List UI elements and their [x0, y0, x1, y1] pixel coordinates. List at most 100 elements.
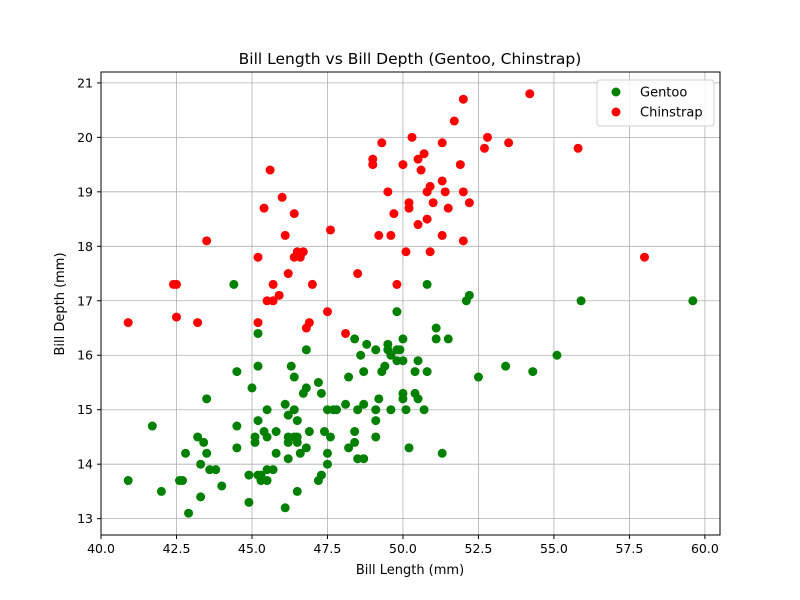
gentoo-point: [181, 448, 191, 458]
gentoo-point: [576, 296, 586, 306]
series-chinstrap: [123, 89, 650, 338]
chinstrap-point: [413, 220, 423, 230]
chinstrap-point: [422, 214, 432, 224]
chinstrap-point: [428, 198, 438, 208]
chinstrap-point: [440, 187, 450, 197]
x-tick-label: 45.0: [238, 541, 266, 556]
gentoo-point: [404, 443, 414, 453]
chinstrap-point: [437, 176, 447, 186]
chinstrap-point: [280, 230, 290, 240]
gentoo-point: [688, 296, 698, 306]
x-axis-label: Bill Length (mm): [356, 563, 464, 578]
gentoo-point: [271, 448, 281, 458]
chinstrap-point: [377, 138, 387, 148]
chinstrap-point: [171, 279, 181, 289]
chinstrap-point: [401, 247, 411, 257]
gentoo-point: [283, 410, 293, 420]
gentoo-point: [322, 459, 332, 469]
gentoo-point: [371, 432, 381, 442]
y-tick-label: 13: [77, 511, 93, 526]
gentoo-point: [392, 307, 402, 317]
gentoo-point: [431, 323, 441, 333]
chinstrap-point: [443, 203, 453, 213]
gentoo-point: [229, 279, 239, 289]
chinstrap-point: [265, 165, 275, 175]
x-axis-ticks: 40.0 42.5 45.0 47.5 50.0 52.5 55.0 57.5 60.0: [87, 535, 719, 556]
chinstrap-point: [437, 230, 447, 240]
gentoo-point: [271, 427, 281, 437]
gentoo-point: [178, 476, 188, 486]
gentoo-point: [211, 465, 221, 475]
y-tick-label: 14: [77, 457, 93, 472]
gentoo-point: [464, 290, 474, 300]
y-axis-ticks: 13 14 15 16 17 18 19 20 21: [77, 75, 101, 526]
gentoo-point: [341, 399, 351, 409]
gentoo-point: [371, 345, 381, 355]
gentoo-point: [422, 367, 432, 377]
x-tick-label: 47.5: [314, 541, 342, 556]
y-axis-label: Bill Depth (mm): [53, 252, 68, 355]
gentoo-point: [528, 367, 538, 377]
gentoo-point: [413, 394, 423, 404]
chinstrap-point: [283, 269, 293, 279]
chinstrap-point: [253, 252, 263, 262]
gentoo-point: [422, 279, 432, 289]
chinstrap-point: [368, 160, 378, 170]
chinstrap-point: [392, 279, 402, 289]
gentoo-point: [350, 427, 360, 437]
gentoo-point: [202, 394, 212, 404]
gentoo-point: [359, 367, 369, 377]
chinstrap-point: [458, 187, 468, 197]
chinstrap-point: [202, 236, 212, 246]
chinstrap-point: [298, 247, 308, 257]
chinstrap-point: [307, 279, 317, 289]
gentoo-point: [316, 470, 326, 480]
gentoo-point: [371, 405, 381, 415]
y-tick-label: 20: [77, 130, 93, 145]
chinstrap-point: [525, 89, 535, 99]
legend-label-chinstrap: Chinstrap: [640, 106, 703, 121]
chinstrap-point: [437, 138, 447, 148]
gentoo-point: [244, 497, 254, 507]
chinstrap-point: [464, 198, 474, 208]
chinstrap-point: [458, 236, 468, 246]
x-tick-label: 52.5: [465, 541, 493, 556]
gentoo-point: [350, 437, 360, 447]
chinstrap-point: [274, 290, 284, 300]
gentoo-point: [156, 486, 166, 496]
gentoo-point: [356, 350, 366, 360]
gentoo-point: [325, 432, 335, 442]
gentoo-point: [359, 399, 369, 409]
gentoo-point: [196, 492, 206, 502]
gentoo-point: [374, 394, 384, 404]
gentoo-point: [247, 383, 257, 393]
chinstrap-point: [455, 160, 465, 170]
chinstrap-point: [389, 209, 399, 219]
legend-marker-chinstrap: [611, 107, 621, 117]
gentoo-point: [196, 459, 206, 469]
gentoo-point: [401, 405, 411, 415]
gentoo-point: [253, 416, 263, 426]
gentoo-point: [123, 476, 133, 486]
chinstrap-point: [413, 154, 423, 164]
chinstrap-point: [458, 94, 468, 104]
gentoo-point: [371, 416, 381, 426]
gentoo-point: [244, 470, 254, 480]
x-tick-label: 40.0: [87, 541, 115, 556]
legend-label-gentoo: Gentoo: [640, 86, 687, 101]
chinstrap-point: [353, 269, 363, 279]
gentoo-point: [232, 421, 242, 431]
gentoo-point: [398, 394, 408, 404]
chinstrap-point: [289, 209, 299, 219]
chinstrap-point: [573, 143, 583, 153]
gentoo-point: [253, 361, 263, 371]
gentoo-point: [184, 508, 194, 518]
chinstrap-point: [479, 143, 489, 153]
chinstrap-point: [325, 225, 335, 235]
chinstrap-point: [123, 318, 133, 328]
gentoo-point: [322, 448, 332, 458]
gentoo-point: [301, 383, 311, 393]
gentoo-point: [395, 345, 405, 355]
gentoo-point: [398, 356, 408, 366]
y-tick-label: 15: [77, 402, 93, 417]
